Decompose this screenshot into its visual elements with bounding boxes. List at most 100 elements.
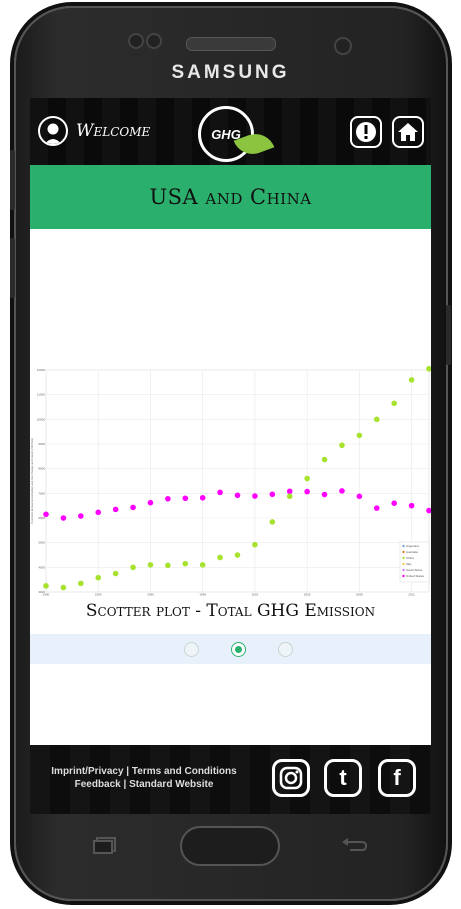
legend-entry: Argentina: [406, 544, 419, 548]
exclamation-icon: [356, 122, 376, 142]
back-icon[interactable]: [340, 836, 368, 859]
legend-marker: [402, 568, 405, 572]
legend-entry: Australia: [406, 550, 418, 554]
pager-dot-3[interactable]: [278, 642, 293, 657]
data-point-united-states: [182, 495, 189, 502]
y-tick-label: 5000: [38, 541, 45, 545]
home-icon: [398, 123, 418, 141]
data-point-china: [217, 554, 223, 561]
data-point-united-states: [43, 511, 49, 518]
facebook-icon: f: [393, 765, 401, 790]
data-point-united-states: [304, 488, 310, 495]
data-point-china: [269, 519, 276, 525]
data-point-united-states: [112, 506, 119, 513]
data-point-united-states: [321, 491, 328, 498]
tumblr-button[interactable]: t: [324, 759, 362, 797]
data-point-china: [252, 541, 258, 548]
data-point-united-states: [426, 507, 431, 514]
pager-dot-1[interactable]: [184, 642, 199, 657]
welcome-link[interactable]: Welcome: [38, 116, 150, 146]
device-brand: SAMSUNG: [171, 62, 290, 83]
home-button[interactable]: [392, 116, 424, 148]
data-point-china: [391, 400, 397, 407]
data-point-china: [339, 442, 345, 449]
legend-entry: South Africa: [406, 568, 423, 572]
y-tick-label: 8000: [38, 467, 45, 471]
x-tick-label: 1996: [147, 593, 154, 597]
data-point-united-states: [339, 488, 345, 494]
data-point-united-states: [252, 493, 258, 499]
footer-links-line-2[interactable]: Feedback | Standard Website: [74, 779, 214, 790]
x-tick-label: 2011: [408, 593, 415, 597]
y-tick-label: 9000: [38, 442, 45, 446]
alert-button[interactable]: [350, 116, 382, 148]
y-tick-label: 6000: [38, 516, 45, 520]
data-point-china: [112, 570, 119, 577]
legend-marker: [402, 556, 405, 560]
data-point-united-states: [234, 492, 241, 499]
data-point-china: [60, 584, 67, 591]
sensor-icon: [146, 33, 162, 49]
footer-links-line-1[interactable]: Imprint/Privacy | Terms and Conditions: [51, 766, 237, 777]
data-point-united-states: [408, 502, 415, 509]
y-tick-label: 4000: [38, 565, 45, 569]
y-tick-label: 11000: [37, 393, 45, 397]
instagram-icon: [279, 766, 303, 790]
data-point-china: [408, 377, 415, 383]
x-tick-label: 2002: [252, 593, 259, 597]
legend-entry: China: [406, 556, 414, 560]
data-point-united-states: [60, 515, 67, 521]
volume-down-button: [10, 238, 15, 298]
x-tick-label: 2008: [356, 593, 363, 597]
x-tick-label: 1990: [43, 593, 50, 597]
data-point-china: [78, 580, 84, 587]
logo-text: GHG: [211, 126, 241, 142]
top-bar: Welcome GHG: [30, 98, 431, 165]
legend-marker: [402, 550, 405, 554]
scatter-chart: 3000 4000 5000 6000 7000 8000 9000 10000 11000 12…: [30, 366, 431, 596]
data-point-united-states: [269, 491, 276, 498]
recent-apps-icon[interactable]: [92, 836, 118, 859]
ghg-logo[interactable]: GHG: [198, 106, 254, 162]
carousel-pager: [30, 634, 431, 664]
legend-box: [399, 541, 430, 583]
x-tick-label: 1993: [95, 593, 102, 597]
data-point-united-states: [356, 493, 363, 500]
data-point-united-states: [165, 495, 171, 502]
data-point-united-states: [147, 499, 154, 506]
data-point-united-states: [78, 513, 84, 519]
legend-entry: United States: [406, 574, 425, 578]
y-tick-label: 12000: [37, 368, 46, 372]
plot-area: [45, 369, 430, 593]
welcome-label: Welcome: [76, 121, 151, 141]
volume-up-button: [10, 150, 15, 210]
tumblr-icon: t: [339, 765, 347, 790]
y-tick-label: 10000: [37, 417, 46, 421]
power-button: [446, 305, 451, 365]
instagram-button[interactable]: [272, 759, 310, 797]
earpiece-speaker: [186, 37, 276, 51]
footer-links: Imprint/Privacy | Terms and Conditions F…: [34, 765, 254, 791]
data-point-china: [182, 560, 189, 567]
data-point-united-states: [391, 500, 397, 506]
data-point-china: [321, 456, 328, 463]
data-point-china: [199, 562, 206, 568]
legend-entry: Italy: [406, 562, 412, 566]
data-point-china: [147, 562, 154, 568]
data-point-china: [95, 574, 102, 581]
legend-marker: [402, 562, 405, 566]
data-point-united-states: [286, 488, 293, 495]
data-point-china: [43, 583, 49, 589]
facebook-button[interactable]: f: [378, 759, 416, 797]
data-point-china: [356, 432, 363, 439]
front-camera-icon: [334, 37, 352, 55]
x-tick-label: 1999: [199, 593, 206, 597]
device-home-button[interactable]: [180, 826, 280, 866]
y-axis-label: Total GHG Emissions Excluding Land-Use C…: [30, 438, 34, 524]
x-tick-label: 2005: [304, 593, 311, 597]
pager-dot-2[interactable]: [231, 642, 246, 657]
avatar-icon: [38, 116, 68, 146]
data-point-china: [286, 493, 293, 500]
y-tick-label: 3000: [38, 590, 45, 594]
y-tick-label: 7000: [38, 491, 45, 495]
